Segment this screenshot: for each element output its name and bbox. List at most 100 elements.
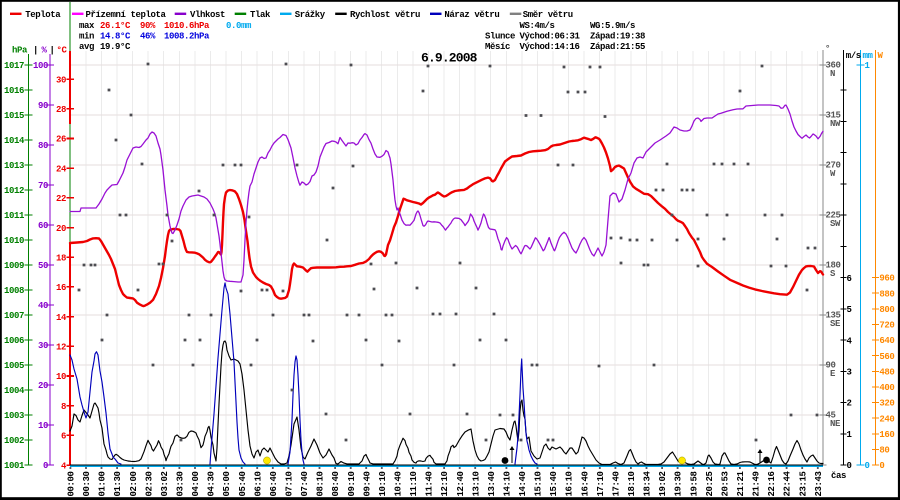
svg-text:Měsíc: Měsíc: [485, 42, 510, 52]
svg-text:04:30: 04:30: [207, 471, 217, 496]
svg-text:46%: 46%: [140, 32, 156, 42]
svg-text:50: 50: [38, 261, 48, 271]
svg-text:02:00: 02:00: [129, 471, 139, 496]
svg-text:Západ:21:55: Západ:21:55: [590, 42, 645, 52]
svg-text:12:40: 12:40: [456, 471, 466, 496]
svg-text:NW: NW: [830, 119, 841, 129]
svg-text:19.9°C: 19.9°C: [100, 42, 131, 52]
svg-text:18: 18: [56, 253, 66, 263]
svg-text:90: 90: [38, 101, 48, 111]
svg-text:19:30: 19:30: [674, 471, 684, 496]
svg-text:01:00: 01:00: [98, 471, 108, 496]
svg-text:80: 80: [38, 141, 48, 151]
svg-text:1013: 1013: [4, 161, 24, 171]
svg-text:11:40: 11:40: [425, 471, 435, 496]
svg-text:1001: 1001: [4, 461, 25, 471]
svg-text:Vlhkost: Vlhkost: [190, 10, 225, 20]
svg-text:16:10: 16:10: [565, 471, 575, 496]
svg-text:16:40: 16:40: [580, 471, 590, 496]
svg-text:07:40: 07:40: [300, 471, 310, 496]
svg-text:09:40: 09:40: [362, 471, 372, 496]
svg-text:1: 1: [847, 430, 853, 440]
svg-text:1006: 1006: [4, 336, 24, 346]
svg-text:Slunce: Slunce: [485, 32, 515, 42]
svg-text:26.1°C: 26.1°C: [100, 21, 131, 31]
svg-text:70: 70: [38, 181, 48, 191]
svg-text:04:00: 04:00: [191, 471, 201, 496]
svg-text:26: 26: [56, 135, 66, 145]
svg-text:1012: 1012: [4, 186, 24, 196]
svg-text:05:40: 05:40: [238, 471, 248, 496]
svg-text:08:10: 08:10: [316, 471, 326, 496]
svg-text:06:10: 06:10: [253, 471, 263, 496]
svg-text:hPa|%|°C: hPa |% | °C: [12, 46, 68, 56]
svg-text:400: 400: [879, 383, 894, 393]
svg-text:06:40: 06:40: [269, 471, 279, 496]
svg-text:90%: 90%: [140, 21, 156, 31]
svg-text:čas: čas: [831, 471, 846, 481]
svg-text:08:40: 08:40: [331, 471, 341, 496]
svg-text:W: W: [878, 51, 884, 61]
svg-text:100: 100: [33, 61, 48, 71]
svg-text:480: 480: [879, 367, 894, 377]
svg-text:4: 4: [847, 336, 853, 346]
svg-text:15:10: 15:10: [534, 471, 544, 496]
svg-text:1017: 1017: [4, 61, 24, 71]
svg-text:15:40: 15:40: [549, 471, 559, 496]
svg-text:1016: 1016: [4, 86, 24, 96]
svg-text:3: 3: [847, 368, 852, 378]
svg-text:23:15: 23:15: [798, 471, 808, 496]
svg-text:10: 10: [38, 421, 48, 431]
svg-text:0: 0: [865, 461, 870, 471]
svg-text:mm: mm: [863, 51, 874, 61]
svg-text:SW: SW: [830, 219, 841, 229]
svg-text:160: 160: [879, 430, 894, 440]
svg-text:00:00: 00:00: [67, 471, 77, 496]
svg-text:°: °: [825, 44, 830, 54]
svg-text:270: 270: [826, 161, 841, 171]
svg-text:14:10: 14:10: [503, 471, 513, 496]
svg-text:14: 14: [56, 313, 67, 323]
svg-text:24: 24: [56, 164, 67, 174]
svg-text:1010: 1010: [4, 236, 24, 246]
svg-text:180: 180: [826, 261, 841, 271]
svg-text:315: 315: [826, 111, 841, 121]
svg-text:22:44: 22:44: [783, 470, 793, 496]
svg-text:1008.2hPa: 1008.2hPa: [164, 32, 210, 42]
svg-text:30: 30: [38, 341, 48, 351]
svg-text:WS:4m/s: WS:4m/s: [520, 21, 555, 31]
svg-text:1014: 1014: [4, 136, 25, 146]
svg-text:10:40: 10:40: [394, 471, 404, 496]
svg-text:09:10: 09:10: [347, 471, 357, 496]
svg-text:20:53: 20:53: [720, 471, 730, 496]
svg-text:12:10: 12:10: [440, 471, 450, 496]
svg-text:23:43: 23:43: [814, 471, 824, 496]
svg-text:0: 0: [847, 461, 852, 471]
svg-text:640: 640: [879, 336, 894, 346]
svg-text:1010.6hPa: 1010.6hPa: [164, 21, 210, 31]
svg-text:10: 10: [56, 372, 66, 382]
svg-text:min: min: [79, 32, 94, 42]
svg-text:E: E: [830, 369, 836, 379]
svg-text:00:30: 00:30: [82, 471, 92, 496]
svg-text:22:16: 22:16: [767, 471, 777, 496]
svg-text:01:30: 01:30: [113, 471, 123, 496]
svg-text:13:10: 13:10: [471, 471, 481, 496]
svg-text:90: 90: [826, 361, 836, 371]
svg-text:SE: SE: [830, 319, 841, 329]
svg-text:10:10: 10:10: [378, 471, 388, 496]
svg-text:22: 22: [56, 194, 66, 204]
svg-text:11:10: 11:10: [409, 471, 419, 496]
svg-text:5: 5: [847, 305, 852, 315]
svg-text:02:30: 02:30: [144, 471, 154, 496]
svg-text:6: 6: [61, 432, 66, 442]
svg-text:60: 60: [38, 221, 48, 231]
svg-text:0: 0: [43, 461, 48, 471]
svg-text:240: 240: [879, 414, 894, 424]
svg-text:Směr větru: Směr větru: [523, 10, 573, 20]
svg-text:Východ:06:31: Východ:06:31: [520, 32, 581, 42]
svg-text:1004: 1004: [4, 386, 25, 396]
svg-text:40: 40: [38, 301, 48, 311]
svg-text:17:10: 17:10: [596, 471, 606, 496]
svg-text:16: 16: [56, 283, 66, 293]
